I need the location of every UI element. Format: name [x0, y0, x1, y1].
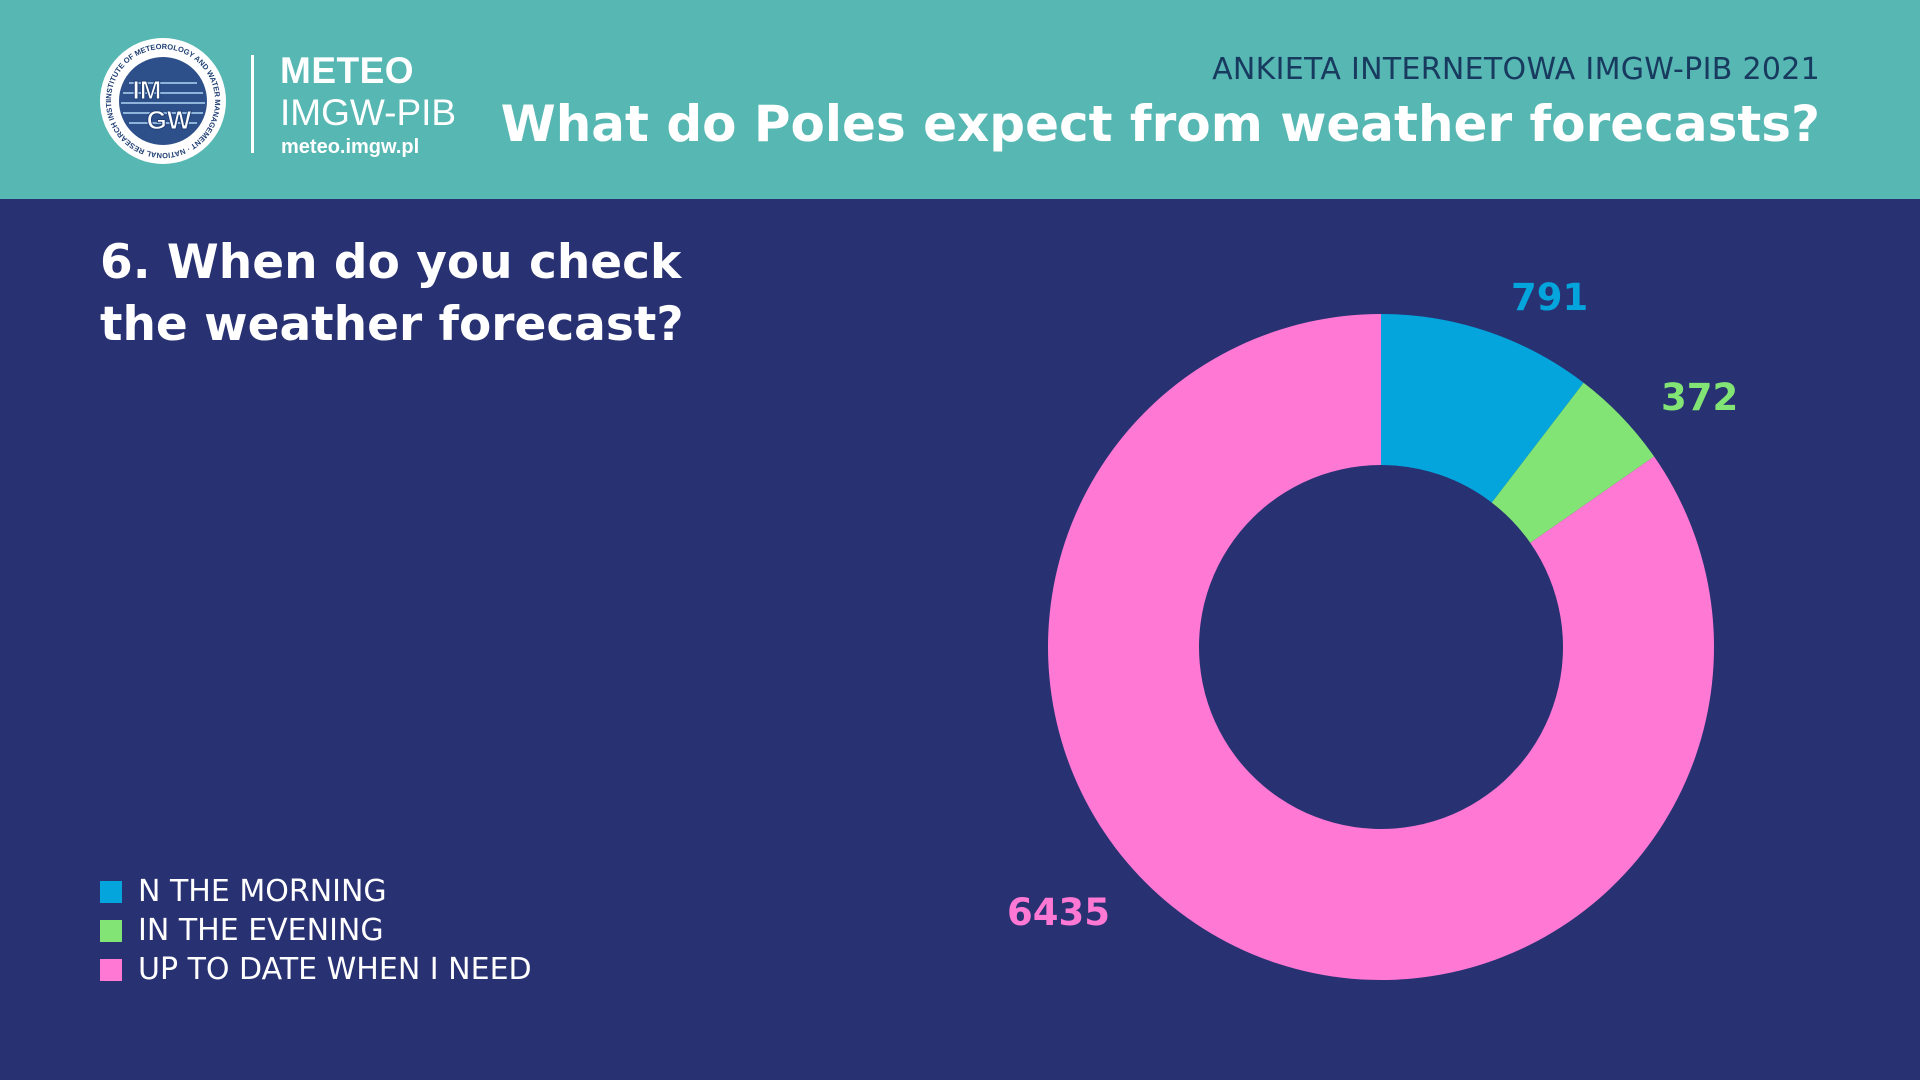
legend-item-when-needed: UP TO DATE WHEN I NEED [100, 950, 532, 989]
logo-top-text: IM [133, 75, 162, 105]
legend-swatch-when-needed [100, 958, 122, 981]
legend-item-morning: N THE MORNING [100, 872, 532, 911]
legend-label-when-needed: UP TO DATE WHEN I NEED [138, 952, 532, 987]
question-line1: 6. When do you check [100, 235, 682, 290]
data-label-evening: 372 [1661, 376, 1738, 419]
brand-line2: IMGW-PIB [280, 92, 457, 133]
brand-line1: METEO [280, 50, 415, 91]
legend-item-evening: IN THE EVENING [100, 911, 532, 950]
survey-label: ANKIETA INTERNETOWA IMGW-PIB 2021 [1212, 52, 1820, 87]
legend-swatch-evening [100, 919, 122, 942]
question-line2: the weather forecast? [100, 297, 684, 352]
legend-swatch-morning [100, 880, 122, 903]
legend-label-evening: IN THE EVENING [138, 913, 384, 948]
donut-slice-evening [1491, 382, 1655, 543]
header-banner: INSTITUTE OF METEOROLOGY AND WATER MANAG… [0, 0, 1920, 199]
donut-slice-morning [1381, 314, 1584, 503]
brand-url: meteo.imgw.pl [281, 136, 420, 158]
logo-bottom-text: GW [147, 105, 192, 135]
imgw-logo: INSTITUTE OF METEOROLOGY AND WATER MANAG… [99, 37, 226, 164]
legend-label-morning: N THE MORNING [138, 874, 387, 909]
question-title: 6. When do you check the weather forecas… [100, 232, 700, 356]
chart-legend: N THE MORNING IN THE EVENING UP TO DATE WH… [100, 872, 532, 989]
page-title: What do Poles expect from weather foreca… [500, 95, 1820, 153]
data-label-morning: 791 [1511, 276, 1588, 319]
data-label-when-needed: 6435 [1007, 891, 1110, 934]
header-divider [251, 55, 254, 153]
donut-slice-when-needed [1048, 314, 1714, 980]
